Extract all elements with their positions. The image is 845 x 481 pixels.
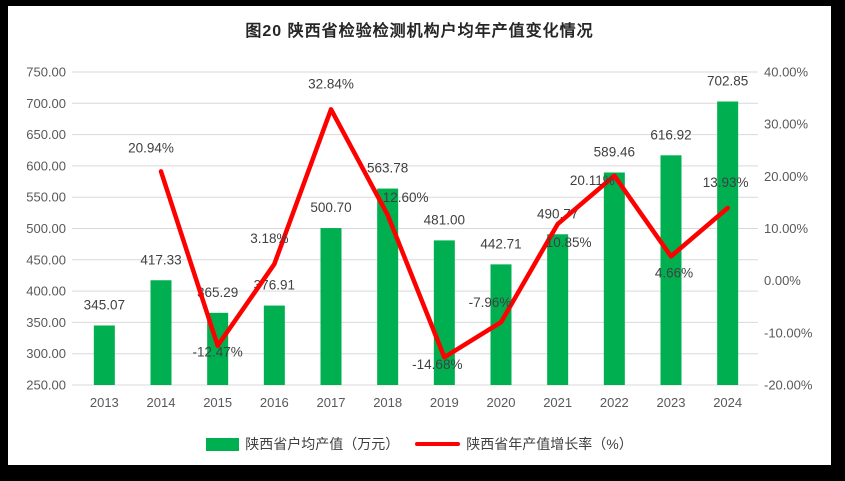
growth-value-label: 4.66% xyxy=(655,265,693,280)
x-axis-tick-label: 2016 xyxy=(260,395,289,410)
bar-2017 xyxy=(320,228,342,385)
x-axis-tick-label: 2022 xyxy=(600,395,629,410)
legend-item-bar-series: 陕西省户均产值（万元） xyxy=(206,434,399,454)
x-axis-tick-label: 2023 xyxy=(657,395,686,410)
right-axis-tick-label: -20.00% xyxy=(764,378,813,393)
growth-value-label: 13.93% xyxy=(703,175,749,190)
bar-2018 xyxy=(377,188,399,385)
growth-value-label: 20.94% xyxy=(128,140,174,155)
left-axis-tick-label: 550.00 xyxy=(26,190,66,205)
legend-label-bar-series: 陕西省户均产值（万元） xyxy=(245,436,400,452)
growth-line xyxy=(158,107,730,360)
x-axis-tick-label: 2024 xyxy=(713,395,742,410)
left-axis-tick-label: 600.00 xyxy=(26,158,66,173)
bar-2013 xyxy=(93,325,115,385)
bar-2022 xyxy=(603,172,625,385)
bar-value-label: 345.07 xyxy=(84,297,125,312)
growth-value-label: -12.47% xyxy=(193,345,243,360)
left-axis-tick-label: 400.00 xyxy=(26,284,66,299)
bar-value-label: 481.00 xyxy=(424,212,465,227)
legend-label-line-series: 陕西省年产值增长率（%） xyxy=(466,436,633,452)
bar-2016 xyxy=(263,305,285,385)
bar-value-label: 616.92 xyxy=(650,127,691,142)
x-axis-tick-label: 2020 xyxy=(487,395,516,410)
right-axis-tick-label: -10.00% xyxy=(764,325,813,340)
x-axis-tick-label: 2014 xyxy=(147,395,176,410)
bar-value-label: 563.78 xyxy=(367,161,408,176)
growth-value-label: 20.11% xyxy=(570,173,615,188)
x-axis-tick-label: 2015 xyxy=(203,395,232,410)
x-axis-tick-label: 2018 xyxy=(373,395,402,410)
bar-value-label: 500.70 xyxy=(310,200,351,215)
line-series-swatch xyxy=(415,441,461,447)
x-axis-tick-label: 2013 xyxy=(90,395,119,410)
left-axis-tick-label: 750.00 xyxy=(26,65,66,80)
right-axis-tick-label: 0.00% xyxy=(764,273,801,288)
legend: 陕西省户均产值（万元） 陕西省年产值增长率（%） xyxy=(8,434,831,454)
growth-value-label: -7.96% xyxy=(469,295,512,310)
left-axis-tick-label: 350.00 xyxy=(26,315,66,330)
chart-plot: 750.00 700.00 650.00 600.00 550.00 500.00 450.… xyxy=(26,65,813,411)
bar-value-label: 442.71 xyxy=(480,236,521,251)
right-axis-tick-label: 10.00% xyxy=(764,221,809,236)
bar-value-label: 589.46 xyxy=(594,144,635,159)
left-axis-tick-label: 300.00 xyxy=(26,346,66,361)
chart-title: 图20 陕西省检验检测机构户均年产值变化情况 xyxy=(245,23,594,40)
bar-value-label: 417.33 xyxy=(140,252,181,267)
left-axis-tick-label: 250.00 xyxy=(26,378,66,393)
growth-value-label: -14.68% xyxy=(412,357,462,372)
left-axis-tick-label: 700.00 xyxy=(26,96,66,111)
left-axis-tick-label: 650.00 xyxy=(26,127,66,142)
right-axis-tick-label: 20.00% xyxy=(764,169,809,184)
bar-value-label: 365.29 xyxy=(197,285,238,300)
right-axis-tick-label: 30.00% xyxy=(764,117,809,132)
bar-2024 xyxy=(717,101,739,385)
left-axis-tick-label: 450.00 xyxy=(26,252,66,267)
bar-series-swatch xyxy=(206,437,240,451)
x-axis-tick-label: 2017 xyxy=(317,395,346,410)
bar-2023 xyxy=(660,155,682,385)
left-axis-tick-label: 500.00 xyxy=(26,221,66,236)
bar-2014 xyxy=(150,280,172,385)
chart-canvas: 图20 陕西省检验检测机构户均年产值变化情况 750.00 700.00 650.0… xyxy=(8,6,831,465)
growth-value-label: 12.60% xyxy=(383,190,429,205)
right-axis-tick-label: 40.00% xyxy=(764,65,809,80)
growth-value-label: 10.85% xyxy=(546,235,592,250)
bar-2021 xyxy=(547,234,569,385)
legend-item-line-series: 陕西省年产值增长率（%） xyxy=(415,434,633,454)
growth-value-label: 3.18% xyxy=(250,231,288,246)
bar-value-label: 702.85 xyxy=(707,74,748,89)
x-axis-tick-label: 2021 xyxy=(543,395,572,410)
growth-value-label: 32.84% xyxy=(308,76,354,91)
x-axis-tick-label: 2019 xyxy=(430,395,459,410)
